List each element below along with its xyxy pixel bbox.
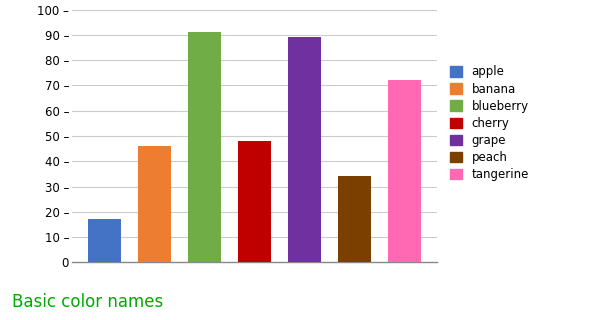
Bar <box>288 37 320 262</box>
Bar <box>89 220 121 262</box>
Bar <box>338 176 371 262</box>
Bar <box>238 141 271 262</box>
Bar <box>388 80 420 262</box>
Bar <box>189 32 221 262</box>
Text: Basic color names: Basic color names <box>12 293 164 311</box>
Legend: apple, banana, blueberry, cherry, grape, peach, tangerine: apple, banana, blueberry, cherry, grape,… <box>447 62 533 185</box>
Bar <box>138 146 171 262</box>
